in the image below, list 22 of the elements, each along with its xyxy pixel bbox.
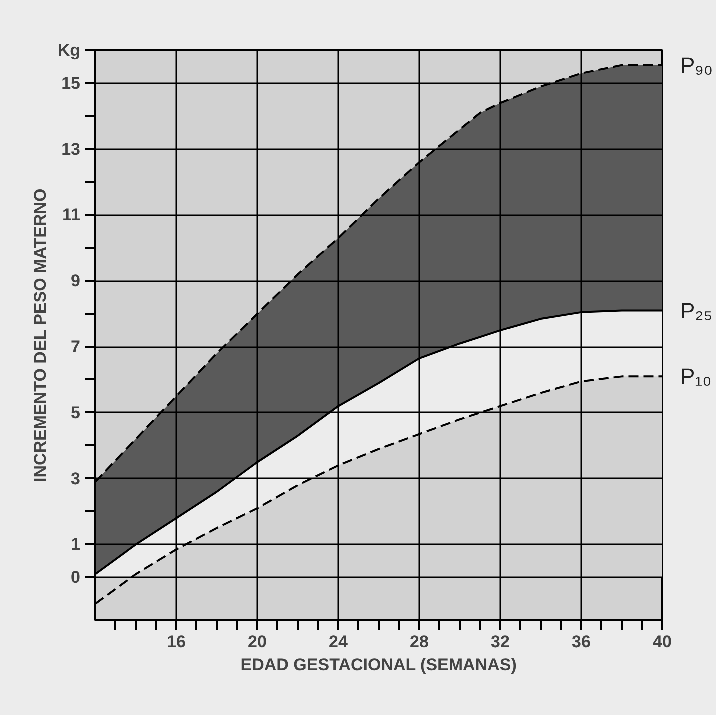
series-label: P₁₀ bbox=[680, 364, 712, 390]
y-tick-label: 3 bbox=[71, 469, 81, 488]
x-tick-label: 16 bbox=[167, 632, 186, 652]
x-tick-label: 32 bbox=[491, 632, 510, 652]
y-tick-label: Kg bbox=[58, 41, 81, 60]
y-tick-label: 13 bbox=[62, 140, 81, 159]
y-tick-label: 0 bbox=[71, 568, 81, 588]
x-tick-label: 40 bbox=[653, 632, 672, 652]
x-axis-title: EDAD GESTACIONAL (SEMANAS) bbox=[240, 656, 517, 674]
y-tick-label: 7 bbox=[71, 338, 81, 357]
x-tick-label: 36 bbox=[572, 632, 591, 652]
y-axis-title: INCREMENTO DEL PESO MATERNO bbox=[30, 188, 50, 483]
y-tick-label: 5 bbox=[71, 403, 81, 422]
x-tick-label: 20 bbox=[248, 632, 267, 652]
x-tick-label: 24 bbox=[329, 632, 348, 652]
series-label: P₂₅ bbox=[680, 298, 713, 324]
y-tick-label: 1 bbox=[71, 535, 81, 554]
y-tick-label: 9 bbox=[71, 272, 81, 291]
series-label: P₉₀ bbox=[680, 52, 714, 78]
y-tick-label: 15 bbox=[62, 74, 81, 93]
x-tick-label: 28 bbox=[410, 632, 429, 652]
y-tick-label: 11 bbox=[62, 206, 81, 225]
